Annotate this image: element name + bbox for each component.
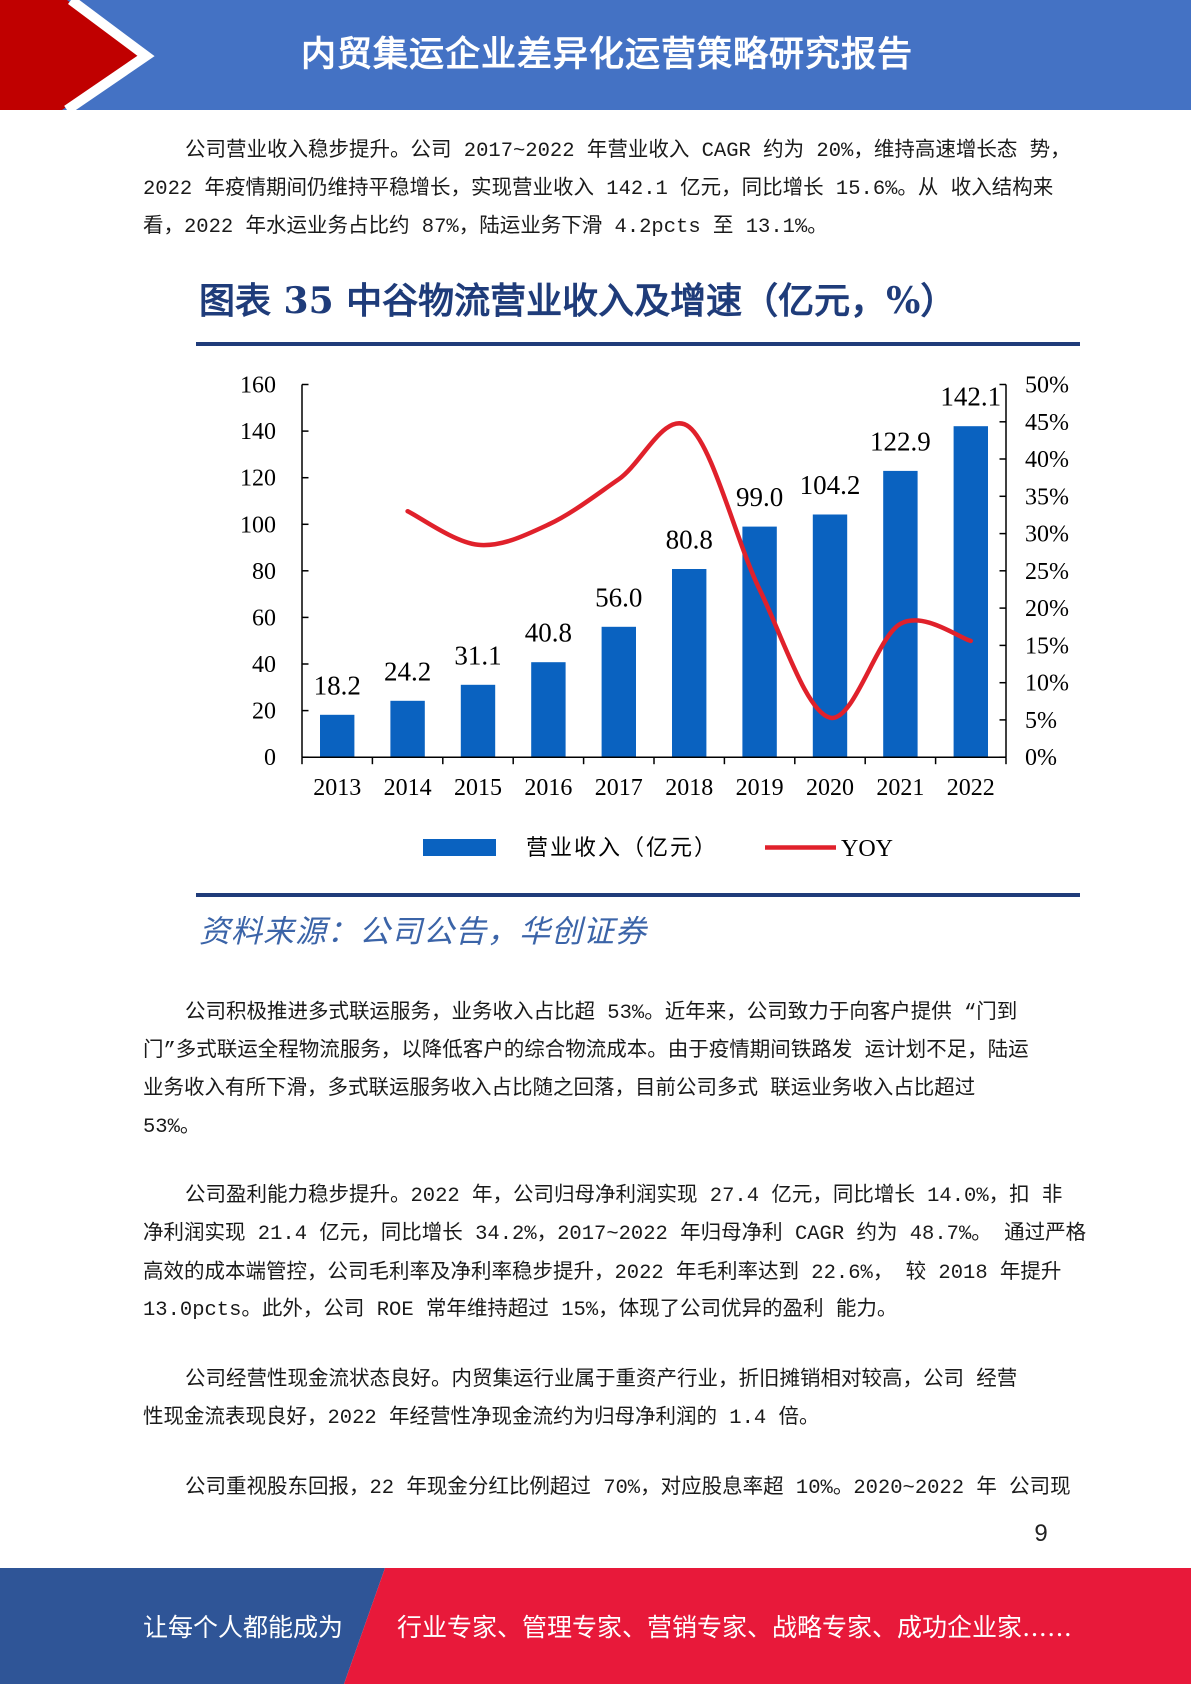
y-right-tick-label-5: 25% bbox=[1025, 559, 1069, 585]
paragraph-1-line-3: 看，2022 年水运业务占比约 87%，陆运业务下滑 4.2pcts 至 13.… bbox=[143, 216, 828, 239]
y-left-tick-label-120: 120 bbox=[240, 466, 276, 492]
y-right-tick-label-7: 35% bbox=[1025, 484, 1069, 510]
chart-marks: 0 20 40 60 80 100 120 140 160 0% 5% 10% 15% 20% 25% 30%… bbox=[240, 373, 1069, 802]
y-left-tick-label-140: 140 bbox=[240, 419, 276, 445]
bar-2021 bbox=[883, 470, 918, 758]
chart-legend: 营业收入（亿元） YOY bbox=[423, 836, 893, 862]
legend-bar-swatch bbox=[423, 839, 496, 856]
paragraph-5-line-1: 公司重视股东回报，22 年现金分红比例超过 70%，对应股息率超 10%。202… bbox=[185, 1477, 1071, 1500]
legend-line-label: YOY bbox=[841, 836, 893, 862]
bar-2017 bbox=[601, 626, 636, 758]
y-left-tick-label-0: 0 bbox=[264, 745, 276, 771]
x-tick-label-2016: 2016 bbox=[524, 775, 572, 801]
paragraph-3-line-4: 13.0pcts。此外，公司 ROE 常年维持超过 15%，体现了公司优异的盈利… bbox=[143, 1299, 898, 1322]
bar-2014 bbox=[390, 700, 425, 758]
data-label-2015: 31.1 bbox=[454, 640, 501, 670]
data-label-2013: 18.2 bbox=[314, 670, 361, 700]
x-tick-label-2021: 2021 bbox=[876, 775, 924, 801]
paragraph-2-line-1: 公司积极推进多式联运服务，业务收入占比超 53%。近年来，公司致力于向客户提供 … bbox=[185, 1002, 1018, 1025]
paragraph-4-line-2: 性现金流表现良好，2022 年经营性净现金流约为归母净利润的 1.4 倍。 bbox=[143, 1407, 820, 1430]
page-footer: 让每个人都能成为 行业专家、管理专家、营销专家、战略专家、成功企业家…… bbox=[0, 1568, 1191, 1684]
caption-bottom-rule bbox=[196, 893, 1080, 897]
y-right-tick-label-3: 15% bbox=[1025, 633, 1069, 659]
y-left-tick-label-80: 80 bbox=[252, 559, 276, 585]
chevron-white-stroke bbox=[64, 0, 155, 110]
paragraph-2-line-4: 53%。 bbox=[143, 1116, 201, 1139]
footer-slogan-right: 行业专家、管理专家、营销专家、战略专家、成功企业家…… bbox=[397, 1613, 1073, 1642]
paragraph-1-line-1: 公司营业收入稳步提升。公司 2017~2022 年营业收入 CAGR 约为 20… bbox=[185, 140, 1071, 163]
x-tick-label-2022: 2022 bbox=[947, 775, 995, 801]
y-right-tick-label-6: 30% bbox=[1025, 522, 1069, 548]
bar-2022 bbox=[953, 426, 988, 758]
y-right-tick-label-9: 45% bbox=[1025, 410, 1069, 436]
y-left-tick-label-160: 160 bbox=[240, 373, 276, 399]
y-left-tick-label-20: 20 bbox=[252, 699, 276, 725]
caption-top-rule bbox=[196, 342, 1080, 346]
y-right-tick-label-2: 10% bbox=[1025, 671, 1069, 697]
y-right-tick-label-1: 5% bbox=[1025, 708, 1057, 734]
paragraph-1-line-2: 2022 年疫情期间仍维持平稳增长，实现营业收入 142.1 亿元，同比增长 1… bbox=[143, 178, 1054, 201]
data-label-2016: 40.8 bbox=[525, 618, 572, 648]
x-tick-label-2015: 2015 bbox=[454, 775, 502, 801]
data-label-2022: 142.1 bbox=[940, 382, 1001, 412]
yoy-line bbox=[405, 421, 974, 720]
chart-caption: 图表 35 中谷物流营业收入及增速（亿元，%） bbox=[199, 280, 957, 322]
x-tick-label-2017: 2017 bbox=[595, 775, 643, 801]
y-right-tick-label-8: 40% bbox=[1025, 447, 1069, 473]
footer-red-panel bbox=[344, 1568, 1191, 1684]
paragraph-3-line-2: 净利润实现 21.4 亿元，同比增长 34.2%，2017~2022 年归母净利… bbox=[143, 1223, 1087, 1246]
x-tick-label-2020: 2020 bbox=[806, 775, 854, 801]
revenue-yoy-chart: 0 20 40 60 80 100 120 140 160 0% 5% 10% 15% 20% 25% 30%… bbox=[240, 373, 1069, 863]
paragraph-2-line-2: 门”多式联运全程物流服务，以降低客户的综合物流成本。由于疫情期间铁路发 运计划不… bbox=[143, 1040, 1029, 1063]
footer-slogan-left: 让每个人都能成为 bbox=[143, 1613, 344, 1642]
y-left-tick-label-40: 40 bbox=[252, 652, 276, 678]
chevron-red-fill bbox=[0, 0, 140, 110]
y-left-tick-label-60: 60 bbox=[252, 605, 276, 631]
bar-2016 bbox=[531, 662, 566, 758]
bar-2013 bbox=[320, 714, 355, 758]
data-label-2014: 24.2 bbox=[384, 656, 431, 686]
bar-2020 bbox=[812, 514, 848, 758]
data-label-2020: 104.2 bbox=[800, 470, 861, 500]
y-right-tick-label-4: 20% bbox=[1025, 596, 1069, 622]
x-tick-label-2014: 2014 bbox=[384, 775, 432, 801]
paragraph-4-line-1: 公司经营性现金流状态良好。内贸集运行业属于重资产行业，折旧摊销相对较高，公司 经… bbox=[185, 1369, 1018, 1392]
y-left-tick-label-100: 100 bbox=[240, 512, 276, 538]
paragraph-2-line-3: 业务收入有所下滑，多式联运服务收入占比随之回落，目前公司多式 联运业务收入占比超… bbox=[143, 1078, 976, 1101]
x-tick-label-2019: 2019 bbox=[736, 775, 784, 801]
data-label-2021: 122.9 bbox=[870, 426, 931, 456]
legend-bar-label: 营业收入（亿元） bbox=[526, 836, 718, 861]
chart-source: 资料来源：公司公告，华创证券 bbox=[199, 914, 647, 950]
x-tick-label-2013: 2013 bbox=[313, 775, 361, 801]
footer-background bbox=[0, 1568, 1191, 1684]
data-label-2019: 99.0 bbox=[736, 482, 783, 512]
page-number: 9 bbox=[1034, 1520, 1048, 1547]
data-label-2017: 56.0 bbox=[595, 582, 642, 612]
report-title: 内贸集运企业差异化运营策略研究报告 bbox=[300, 35, 913, 75]
bar-2018 bbox=[672, 569, 707, 758]
page-header: 内贸集运企业差异化运营策略研究报告 bbox=[0, 0, 1191, 110]
paragraph-3-line-3: 高效的成本端管控，公司毛利率及净利率稳步提升，2022 年毛利率达到 22.6%… bbox=[143, 1262, 1062, 1285]
paragraph-3-line-1: 公司盈利能力稳步提升。2022 年，公司归母净利润实现 27.4 亿元，同比增长… bbox=[185, 1185, 1063, 1208]
bar-2015 bbox=[460, 684, 496, 758]
footer-blue-panel bbox=[0, 1568, 385, 1684]
y-right-tick-label-0: 0% bbox=[1025, 745, 1057, 771]
x-tick-label-2018: 2018 bbox=[665, 775, 713, 801]
red-chevron-icon bbox=[0, 0, 155, 110]
data-label-2018: 80.8 bbox=[666, 525, 713, 555]
y-right-tick-label-10: 50% bbox=[1025, 373, 1069, 399]
